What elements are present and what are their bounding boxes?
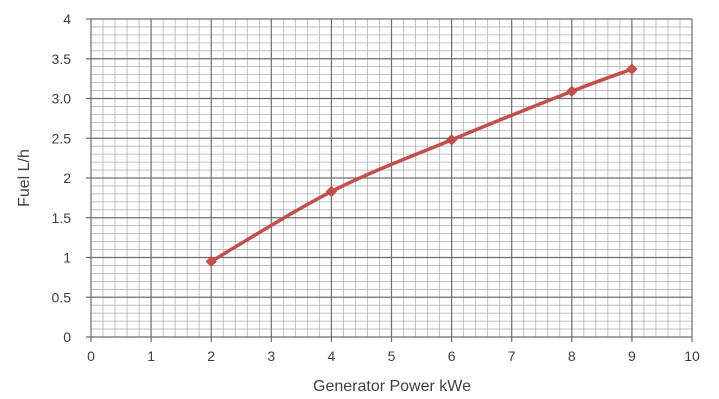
y-tick-label: 3.5 [52, 51, 72, 67]
major-grid [86, 18, 693, 342]
x-tick-label: 7 [508, 348, 516, 364]
x-axis-title: Generator Power kWe [313, 378, 471, 395]
x-tick-label: 6 [448, 348, 456, 364]
data-point-marker [445, 134, 458, 146]
y-tick-label: 2.5 [52, 130, 72, 146]
x-axis-ticks: 0 1 2 3 4 5 6 7 8 9 10 [87, 348, 700, 364]
y-axis-title: Fuel L/h [16, 149, 33, 207]
x-tick-label: 2 [207, 348, 215, 364]
x-tick-label: 10 [684, 348, 700, 364]
data-point-marker [325, 185, 338, 198]
x-tick-label: 0 [87, 348, 95, 364]
series-layer [205, 63, 638, 268]
x-tick-label: 9 [628, 348, 636, 364]
data-point-marker [626, 63, 638, 75]
y-tick-label: 4 [63, 11, 71, 27]
series-line [209, 67, 634, 264]
x-tick-label: 1 [147, 348, 155, 364]
x-tick-label: 3 [267, 348, 275, 364]
y-tick-label: 2 [63, 170, 71, 186]
y-tick-label: 3.0 [52, 91, 72, 107]
y-tick-label: 0.5 [52, 289, 72, 305]
y-tick-label: 0 [63, 329, 71, 345]
y-tick-label: 1.5 [52, 210, 72, 226]
y-tick-label: 1 [63, 250, 71, 266]
x-tick-label: 4 [328, 348, 336, 364]
x-tick-label: 5 [388, 348, 396, 364]
x-tick-label: 8 [568, 348, 576, 364]
data-point-marker [566, 85, 578, 98]
data-point-marker [205, 255, 217, 268]
y-axis-ticks: 0 0.5 1 1.5 2 2.5 3.0 3.5 4 [52, 11, 72, 345]
